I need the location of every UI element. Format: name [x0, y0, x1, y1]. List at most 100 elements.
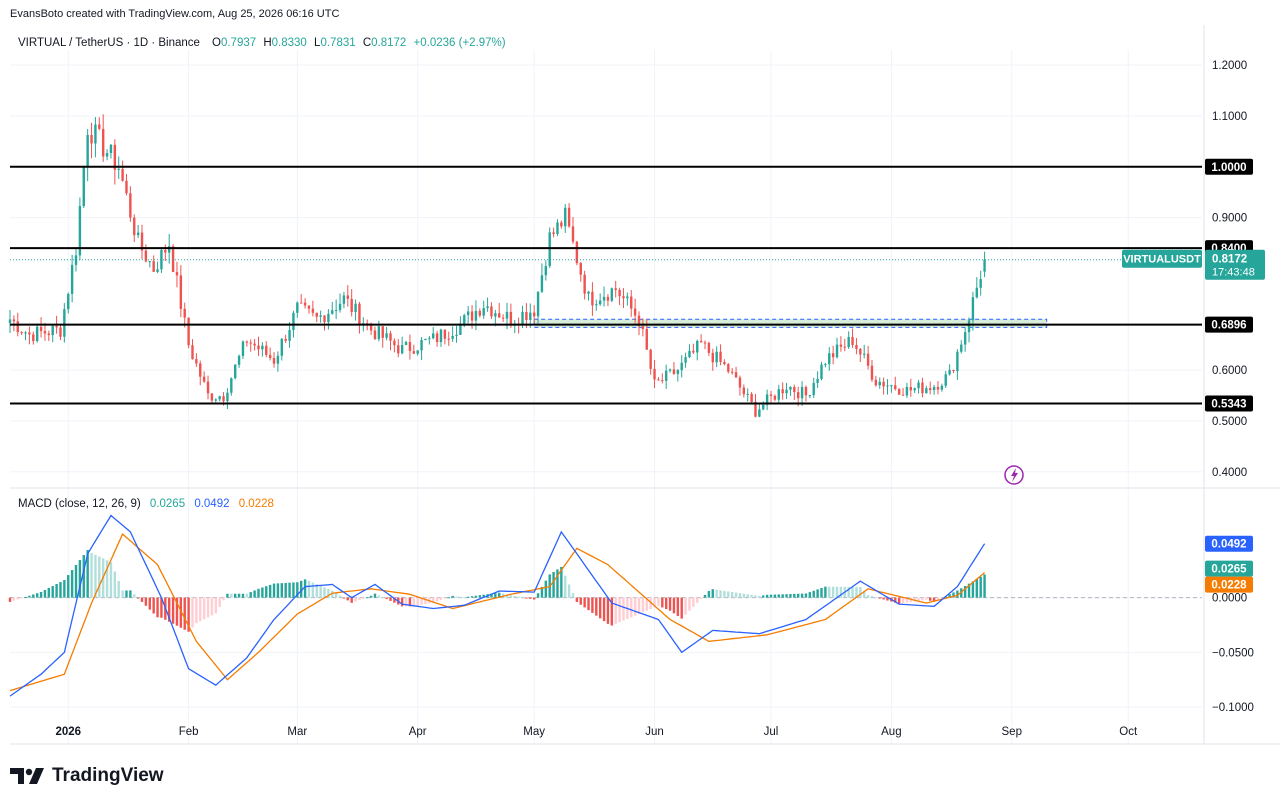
x-tick-label: Apr	[409, 726, 427, 738]
candle	[672, 362, 676, 376]
candle	[567, 203, 571, 228]
candle	[765, 389, 769, 411]
candle	[684, 352, 687, 368]
macd-hist-bar	[105, 560, 109, 598]
candle	[831, 345, 835, 365]
macd-hist-bar	[727, 591, 730, 598]
candle	[983, 251, 986, 278]
candle	[82, 165, 85, 209]
macd-hist-bar	[641, 597, 645, 613]
axes: 2026 Feb Mar Apr May Jun Jul Aug Sep Oct 1.2000 1.1…	[10, 25, 1280, 745]
macd-hist-bar	[144, 597, 148, 606]
svg-text:0.5343: 0.5343	[1211, 398, 1246, 410]
candle	[820, 361, 823, 381]
candle	[649, 348, 652, 375]
macd-hist-bar	[366, 597, 369, 599]
candle	[199, 360, 202, 386]
candle	[78, 197, 82, 261]
candle	[781, 382, 784, 400]
macd-hist-bar	[855, 586, 858, 598]
candle	[952, 369, 955, 374]
macd-hist-bar	[649, 597, 652, 610]
macd-hist-bar	[971, 581, 975, 598]
candle	[373, 326, 377, 340]
macd-hist-bar	[769, 594, 773, 598]
candle	[179, 265, 183, 318]
macd-hist-bar	[963, 585, 967, 598]
macd-hist-bar	[762, 595, 765, 598]
price-tag-symbol: VIRTUALUSDT	[1123, 254, 1201, 266]
candle	[447, 331, 450, 346]
macd-hist-bar	[633, 597, 637, 616]
candle	[70, 254, 74, 303]
macd-hist-bar	[940, 597, 944, 599]
macd-hist-bar	[680, 597, 683, 619]
candle	[486, 297, 489, 312]
macd-hist-bar	[47, 587, 51, 598]
candle	[816, 371, 819, 388]
macd-hist-bar	[369, 595, 373, 598]
macd-hist-bar	[265, 586, 268, 598]
macd-hist-bar	[327, 588, 330, 598]
candle	[882, 377, 885, 395]
macd-hist-bar	[932, 597, 936, 602]
tradingview-logo-text: TradingView	[52, 765, 164, 786]
candle	[63, 303, 66, 343]
macd-hist-bar	[249, 592, 252, 598]
candle	[626, 292, 629, 306]
macd-hist-bar	[618, 597, 621, 623]
macd-hist-bar	[583, 597, 586, 608]
candle	[583, 270, 586, 300]
candle	[408, 334, 412, 360]
legend-symbol: VIRTUAL / TetherUS · 1D · Binance	[18, 37, 200, 49]
candle	[851, 328, 854, 348]
macd-hist-bar	[300, 580, 303, 598]
macd-hist-bar	[637, 597, 641, 614]
macd-hist-bar	[936, 597, 940, 600]
candle	[754, 393, 757, 418]
macd-hist-bar	[765, 594, 769, 598]
macd-hist-bar	[470, 596, 474, 598]
macd-hist-bar	[51, 586, 54, 598]
candle	[276, 351, 280, 372]
macd-hist-bar	[847, 586, 850, 598]
candle	[296, 301, 299, 318]
macd-hist-bar	[478, 595, 482, 598]
candle	[160, 248, 163, 273]
support-zone-rect	[533, 318, 1048, 328]
candle	[404, 340, 408, 346]
macd-hist-bar	[979, 576, 982, 598]
macd-hist-bar	[323, 587, 326, 598]
macd-hist-bar	[816, 589, 819, 598]
macd-hist-bar	[839, 586, 843, 598]
macd-hist-bar	[525, 597, 528, 599]
candle	[385, 326, 388, 341]
candle	[932, 384, 936, 395]
candle	[579, 261, 582, 282]
macd-hist-bar	[140, 597, 144, 602]
candle	[43, 322, 47, 341]
macd-hist-bar	[129, 590, 132, 598]
macd-hist-bar	[435, 597, 439, 602]
macd-hist-bar	[16, 597, 19, 600]
macd-hist-bar	[455, 596, 458, 598]
y-tick-label: −0.0500	[1212, 647, 1254, 659]
candle	[482, 300, 485, 319]
macd-hist-bar	[358, 597, 361, 601]
macd-hist-bar	[272, 583, 276, 598]
candle	[571, 217, 575, 245]
candle	[498, 302, 501, 318]
x-tick-label: Aug	[881, 726, 901, 738]
macd-hist-bar	[870, 596, 874, 598]
open-label: O	[212, 37, 221, 49]
candle	[606, 294, 610, 307]
candle	[835, 337, 839, 359]
y-tick-label: 1.1000	[1212, 111, 1247, 123]
x-tick-label: Mar	[287, 726, 307, 738]
candle	[587, 290, 590, 301]
candle	[575, 240, 579, 266]
macd-legend-macd: 0.0492	[194, 498, 229, 510]
alert-icon[interactable]	[1004, 465, 1024, 485]
